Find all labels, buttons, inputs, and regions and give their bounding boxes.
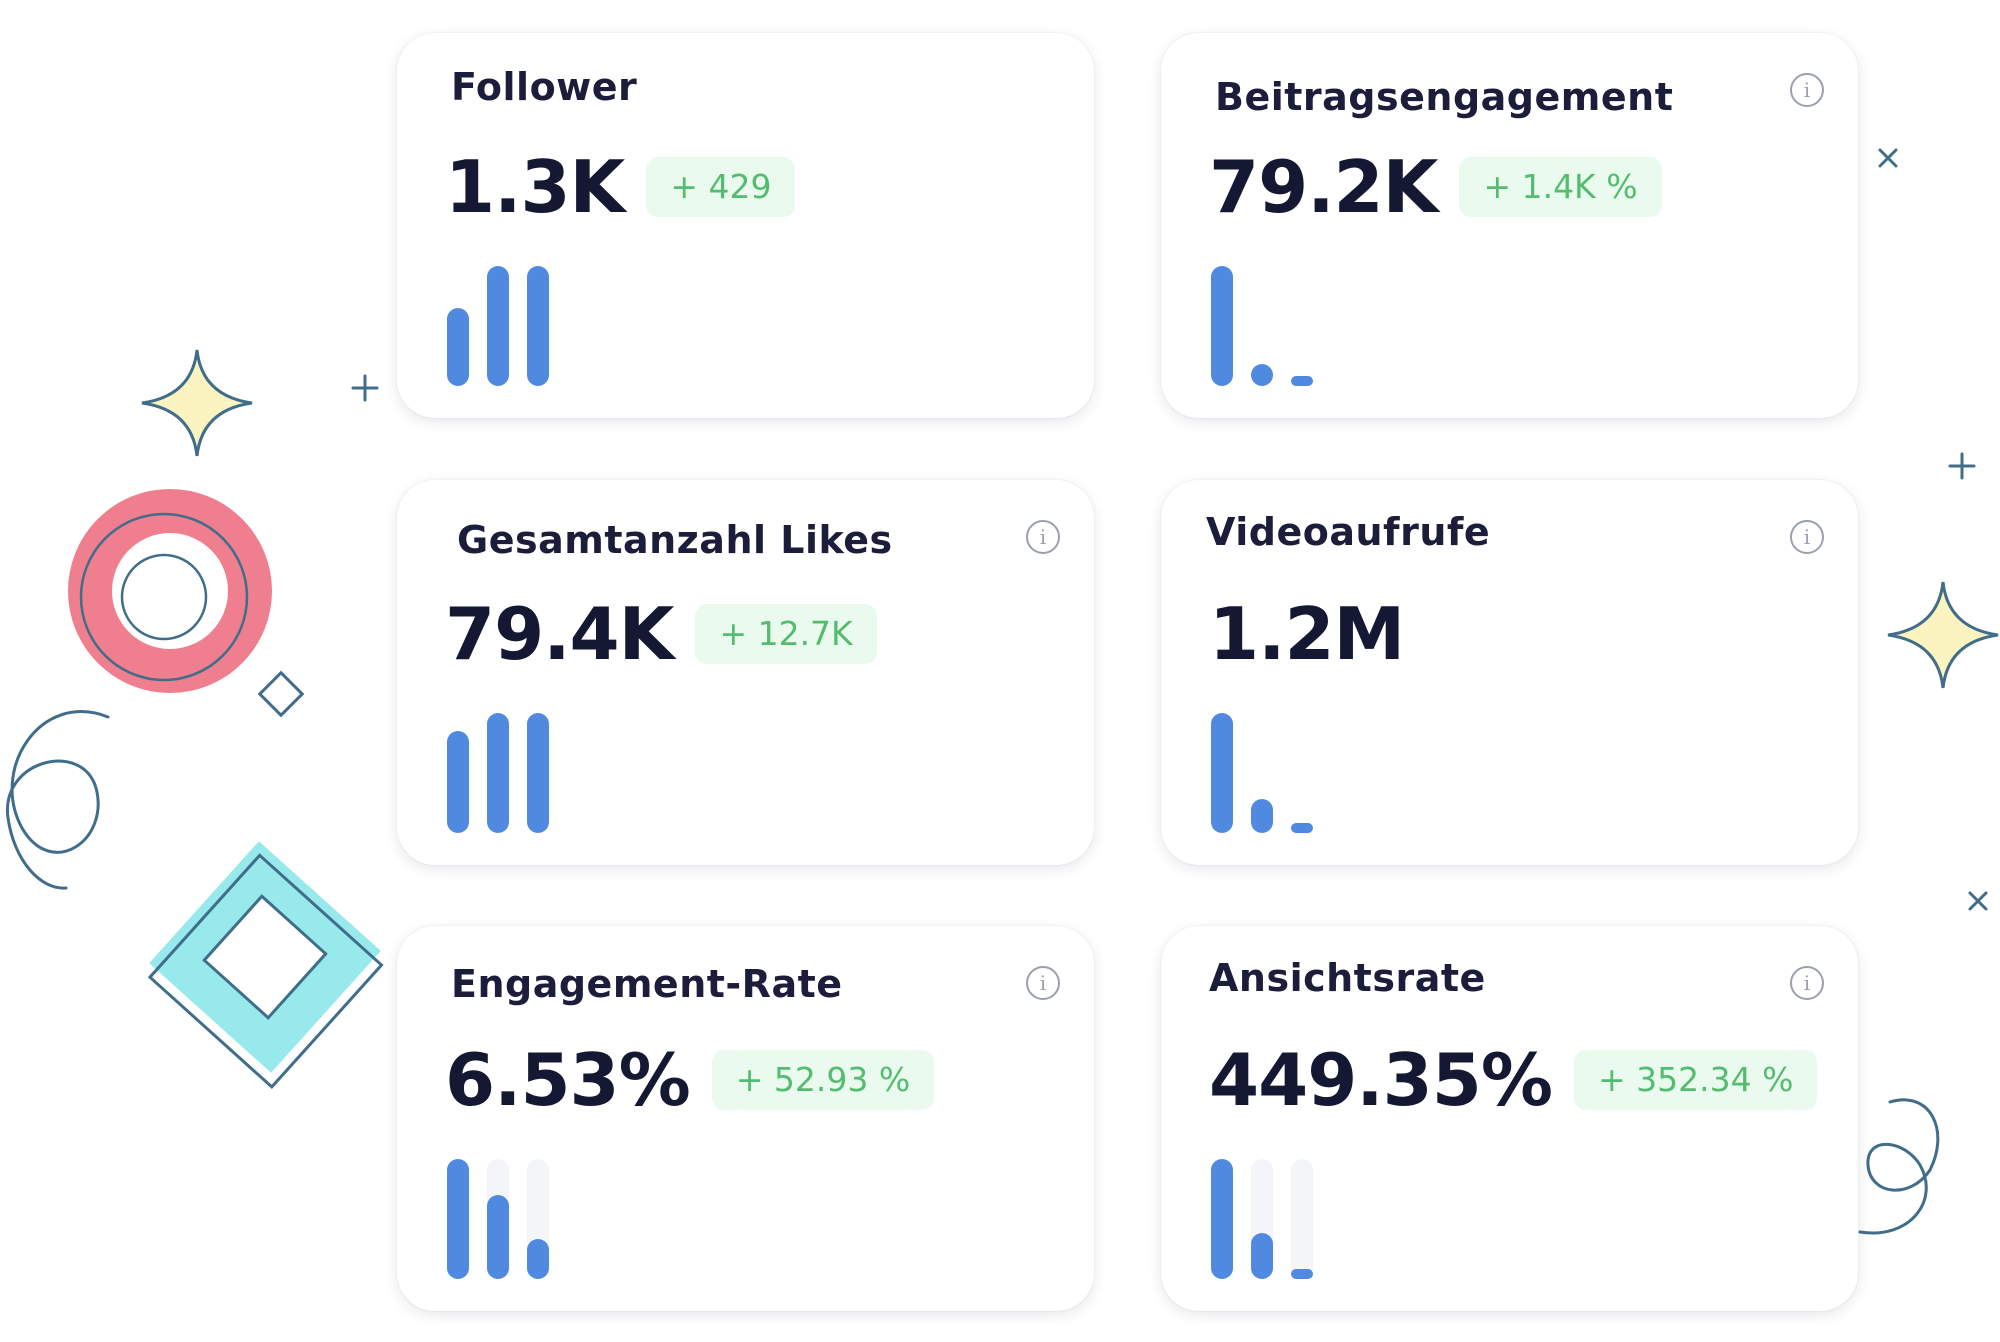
plus-icon bbox=[351, 374, 379, 402]
stat-card-videoaufrufe: Videoaufrufe i 1.2M bbox=[1161, 480, 1858, 865]
mini-bar-chart bbox=[447, 266, 567, 386]
metric-row: 449.35% + 352.34 % bbox=[1209, 1038, 1818, 1122]
bar bbox=[1291, 1269, 1313, 1279]
stat-card-gesamtanzahl-likes: Gesamtanzahl Likes i 79.4K + 12.7K bbox=[397, 480, 1094, 865]
metric-value: 1.3K bbox=[445, 145, 625, 229]
bar bbox=[1211, 713, 1233, 833]
metric-value: 79.2K bbox=[1209, 145, 1438, 229]
bar bbox=[527, 1239, 549, 1279]
card-title: Ansichtsrate bbox=[1209, 956, 1486, 1000]
bar bbox=[447, 308, 469, 386]
delta-badge: + 352.34 % bbox=[1573, 1050, 1818, 1110]
bar bbox=[1251, 364, 1273, 386]
square-shape bbox=[147, 841, 384, 1090]
bar bbox=[1251, 1233, 1273, 1279]
delta-badge: + 1.4K % bbox=[1459, 157, 1662, 217]
mini-bar-chart bbox=[1211, 713, 1331, 833]
info-icon[interactable]: i bbox=[1026, 520, 1060, 554]
delta-badge: + 12.7K bbox=[695, 604, 877, 664]
mini-bar-chart bbox=[447, 1159, 567, 1279]
bar-track bbox=[1291, 1159, 1313, 1279]
metric-row: 6.53% + 52.93 % bbox=[445, 1038, 935, 1122]
swirl-shape bbox=[6, 710, 110, 890]
delta-badge: + 429 bbox=[646, 157, 796, 217]
info-icon[interactable]: i bbox=[1790, 966, 1824, 1000]
sparkle-star-icon bbox=[1887, 581, 1999, 689]
diamond-shape bbox=[257, 670, 305, 718]
metric-row: 79.4K + 12.7K bbox=[445, 598, 877, 670]
ring-shape bbox=[68, 489, 272, 693]
swirl-shape bbox=[1858, 1098, 1940, 1235]
bar bbox=[527, 266, 549, 386]
bar bbox=[487, 713, 509, 833]
close-mark-icon bbox=[1968, 891, 1988, 911]
bar bbox=[1291, 376, 1313, 386]
bar bbox=[1251, 799, 1273, 833]
bar bbox=[487, 266, 509, 386]
metric-value: 79.4K bbox=[445, 592, 674, 676]
mini-bar-chart bbox=[1211, 1159, 1331, 1279]
metric-row: 79.2K + 1.4K % bbox=[1209, 151, 1662, 223]
mini-bar-chart bbox=[447, 713, 567, 833]
stat-card-follower: Follower 1.3K + 429 bbox=[397, 33, 1094, 418]
card-title: Videoaufrufe bbox=[1206, 510, 1491, 554]
sparkle-star-icon bbox=[141, 349, 253, 457]
stat-card-ansichtsrate: Ansichtsrate i 449.35% + 352.34 % bbox=[1161, 926, 1858, 1311]
bar bbox=[447, 1159, 469, 1279]
card-title: Beitragsengagement bbox=[1215, 75, 1674, 119]
card-title: Gesamtanzahl Likes bbox=[457, 518, 893, 562]
metric-value: 449.35% bbox=[1209, 1038, 1553, 1122]
delta-badge: + 52.93 % bbox=[711, 1050, 935, 1110]
metric-row: 1.3K + 429 bbox=[445, 145, 796, 229]
stat-card-beitragsengagement: Beitragsengagement i 79.2K + 1.4K % bbox=[1161, 33, 1858, 418]
bar bbox=[487, 1195, 509, 1279]
plus-icon bbox=[1948, 452, 1976, 480]
card-title: Follower bbox=[451, 65, 638, 109]
metric-value: 6.53% bbox=[445, 1038, 691, 1122]
bar bbox=[447, 731, 469, 833]
metric-row: 1.2M bbox=[1209, 592, 1405, 676]
stat-card-engagement-rate: Engagement-Rate i 6.53% + 52.93 % bbox=[397, 926, 1094, 1311]
close-mark-icon bbox=[1878, 148, 1898, 168]
info-icon[interactable]: i bbox=[1790, 73, 1824, 107]
bar bbox=[1211, 1159, 1233, 1279]
mini-bar-chart bbox=[1211, 266, 1331, 386]
card-title: Engagement-Rate bbox=[451, 962, 843, 1006]
metric-value: 1.2M bbox=[1209, 592, 1405, 676]
bar bbox=[527, 713, 549, 833]
info-icon[interactable]: i bbox=[1026, 966, 1060, 1000]
bar bbox=[1211, 266, 1233, 386]
bar bbox=[1291, 823, 1313, 833]
info-icon[interactable]: i bbox=[1790, 520, 1824, 554]
